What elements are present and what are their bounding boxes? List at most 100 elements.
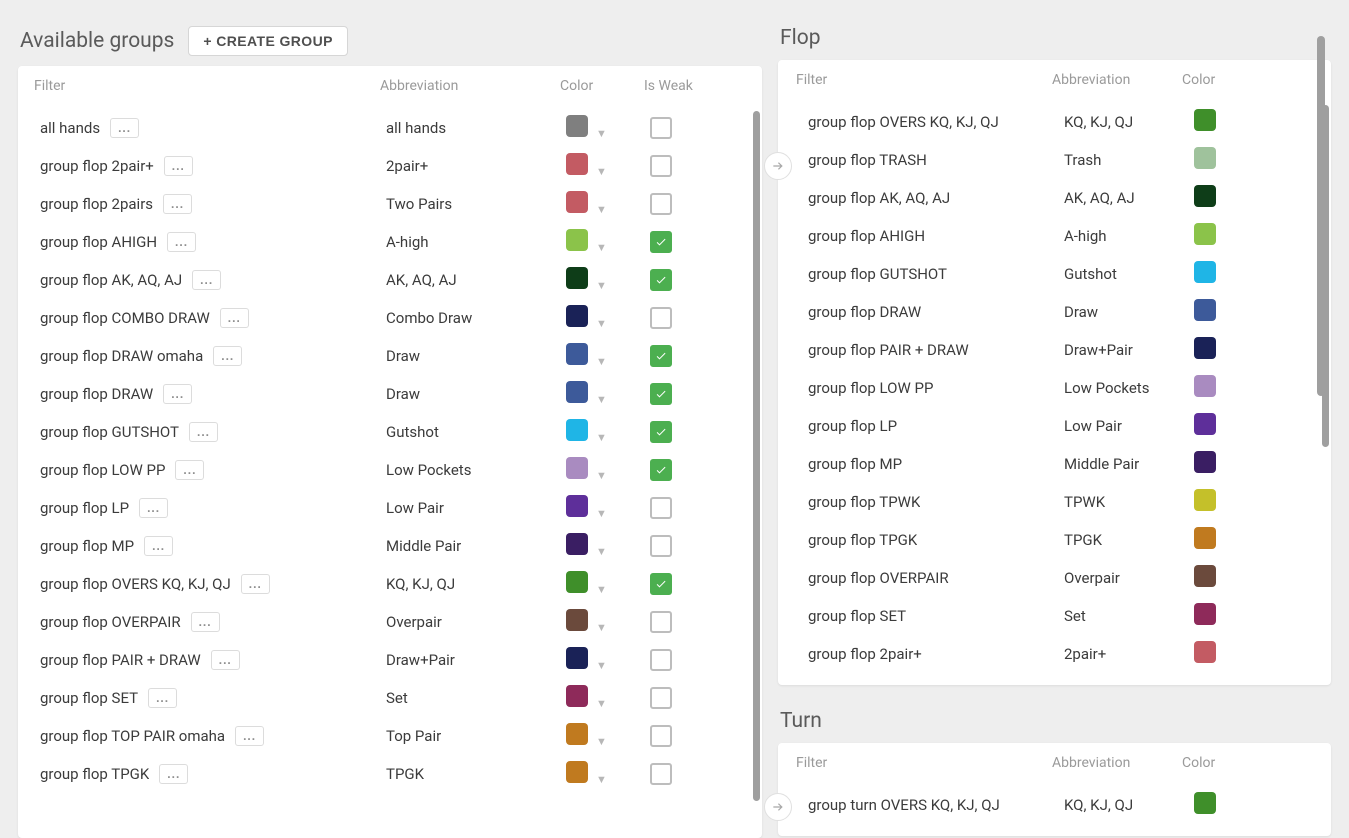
color-picker[interactable]: ▼ [566, 761, 650, 787]
row-menu-button[interactable]: ... [139, 498, 168, 518]
is-weak-checkbox[interactable] [650, 611, 672, 633]
is-weak-checkbox[interactable] [650, 497, 672, 519]
group-row[interactable]: group flop DRAWDraw [778, 293, 1321, 331]
is-weak-checkbox[interactable] [650, 117, 672, 139]
is-weak-checkbox[interactable] [650, 231, 672, 253]
available-groups-scrollbar[interactable] [753, 111, 760, 801]
available-group-row[interactable]: group flop PAIR + DRAW...Draw+Pair▼ [18, 641, 752, 679]
color-picker[interactable]: ▼ [566, 723, 650, 749]
row-menu-button[interactable]: ... [220, 308, 249, 328]
right-panel-scrollbar[interactable] [1317, 36, 1325, 396]
group-row[interactable]: group flop MPMiddle Pair [778, 445, 1321, 483]
color-picker[interactable]: ▼ [566, 457, 650, 483]
available-group-row[interactable]: group flop AK, AQ, AJ...AK, AQ, AJ▼ [18, 261, 752, 299]
col-header-abbreviation: Abbreviation [1052, 72, 1182, 88]
is-weak-checkbox[interactable] [650, 725, 672, 747]
color-picker[interactable]: ▼ [566, 305, 650, 331]
group-name: group flop TOP PAIR omaha [40, 727, 225, 745]
row-menu-button[interactable]: ... [110, 118, 139, 138]
row-menu-button[interactable]: ... [189, 422, 218, 442]
row-menu-button[interactable]: ... [163, 194, 192, 214]
chevron-down-icon: ▼ [596, 545, 607, 558]
row-menu-button[interactable]: ... [148, 688, 177, 708]
chevron-down-icon: ▼ [596, 279, 607, 292]
chevron-down-icon: ▼ [596, 735, 607, 748]
color-picker[interactable]: ▼ [566, 115, 650, 141]
is-weak-checkbox[interactable] [650, 345, 672, 367]
group-row[interactable]: group turn OVERS KQ, KJ, QJKQ, KJ, QJ [778, 786, 1321, 824]
row-menu-button[interactable]: ... [192, 270, 221, 290]
row-menu-button[interactable]: ... [163, 384, 192, 404]
is-weak-checkbox[interactable] [650, 383, 672, 405]
available-group-row[interactable]: group flop DRAW omaha...Draw▼ [18, 337, 752, 375]
is-weak-checkbox[interactable] [650, 687, 672, 709]
color-picker[interactable]: ▼ [566, 381, 650, 407]
group-row[interactable]: group flop PAIR + DRAWDraw+Pair [778, 331, 1321, 369]
available-group-row[interactable]: group flop COMBO DRAW...Combo Draw▼ [18, 299, 752, 337]
color-picker[interactable]: ▼ [566, 685, 650, 711]
available-group-row[interactable]: group flop TPGK...TPGK▼ [18, 755, 752, 793]
available-group-row[interactable]: group flop OVERPAIR...Overpair▼ [18, 603, 752, 641]
row-menu-button[interactable]: ... [159, 764, 188, 784]
is-weak-checkbox[interactable] [650, 307, 672, 329]
color-picker[interactable]: ▼ [566, 343, 650, 369]
color-swatch [566, 419, 588, 441]
available-group-row[interactable]: group flop SET...Set▼ [18, 679, 752, 717]
is-weak-checkbox[interactable] [650, 269, 672, 291]
group-row[interactable]: group flop LPLow Pair [778, 407, 1321, 445]
create-group-button[interactable]: + CREATE GROUP [188, 26, 347, 56]
group-row[interactable]: group flop GUTSHOTGutshot [778, 255, 1321, 293]
available-group-row[interactable]: group flop LOW PP...Low Pockets▼ [18, 451, 752, 489]
group-row[interactable]: group flop OVERS KQ, KJ, QJKQ, KJ, QJ [778, 103, 1321, 141]
is-weak-checkbox[interactable] [650, 155, 672, 177]
available-group-row[interactable]: group flop 2pair+...2pair+▼ [18, 147, 752, 185]
available-group-row[interactable]: group flop DRAW...Draw▼ [18, 375, 752, 413]
is-weak-checkbox[interactable] [650, 421, 672, 443]
row-menu-button[interactable]: ... [213, 346, 242, 366]
color-picker[interactable]: ▼ [566, 153, 650, 179]
color-swatch [566, 495, 588, 517]
row-menu-button[interactable]: ... [235, 726, 264, 746]
is-weak-checkbox[interactable] [650, 459, 672, 481]
group-row[interactable]: group flop LOW PPLow Pockets [778, 369, 1321, 407]
color-picker[interactable]: ▼ [566, 229, 650, 255]
color-picker[interactable]: ▼ [566, 495, 650, 521]
color-picker[interactable]: ▼ [566, 267, 650, 293]
available-group-row[interactable]: group flop TOP PAIR omaha...Top Pair▼ [18, 717, 752, 755]
available-group-row[interactable]: group flop GUTSHOT...Gutshot▼ [18, 413, 752, 451]
available-group-row[interactable]: group flop AHIGH...A-high▼ [18, 223, 752, 261]
row-menu-button[interactable]: ... [211, 650, 240, 670]
group-row[interactable]: group flop AK, AQ, AJAK, AQ, AJ [778, 179, 1321, 217]
is-weak-checkbox[interactable] [650, 193, 672, 215]
is-weak-checkbox[interactable] [650, 649, 672, 671]
row-menu-button[interactable]: ... [175, 460, 204, 480]
available-group-row[interactable]: group flop LP...Low Pair▼ [18, 489, 752, 527]
row-menu-button[interactable]: ... [164, 156, 193, 176]
row-menu-button[interactable]: ... [167, 232, 196, 252]
color-picker[interactable]: ▼ [566, 609, 650, 635]
group-row[interactable]: group flop AHIGHA-high [778, 217, 1321, 255]
row-menu-button[interactable]: ... [144, 536, 173, 556]
group-row[interactable]: group flop TPGKTPGK [778, 521, 1321, 559]
color-picker[interactable]: ▼ [566, 647, 650, 673]
group-row[interactable]: group flop TRASHTrash [778, 141, 1321, 179]
col-header-abbreviation: Abbreviation [1052, 755, 1182, 771]
is-weak-checkbox[interactable] [650, 763, 672, 785]
row-menu-button[interactable]: ... [241, 574, 270, 594]
group-name: group flop OVERPAIR [40, 613, 181, 631]
available-group-row[interactable]: group flop MP...Middle Pair▼ [18, 527, 752, 565]
available-group-row[interactable]: group flop 2pairs...Two Pairs▼ [18, 185, 752, 223]
available-group-row[interactable]: all hands...all hands▼ [18, 109, 752, 147]
color-picker[interactable]: ▼ [566, 419, 650, 445]
color-picker[interactable]: ▼ [566, 571, 650, 597]
group-row[interactable]: group flop SETSet [778, 597, 1321, 635]
is-weak-checkbox[interactable] [650, 535, 672, 557]
row-menu-button[interactable]: ... [191, 612, 220, 632]
color-picker[interactable]: ▼ [566, 533, 650, 559]
available-group-row[interactable]: group flop OVERS KQ, KJ, QJ...KQ, KJ, QJ… [18, 565, 752, 603]
is-weak-checkbox[interactable] [650, 573, 672, 595]
group-row[interactable]: group flop TPWKTPWK [778, 483, 1321, 521]
color-picker[interactable]: ▼ [566, 191, 650, 217]
group-row[interactable]: group flop 2pair+2pair+ [778, 635, 1321, 673]
group-row[interactable]: group flop OVERPAIROverpair [778, 559, 1321, 597]
